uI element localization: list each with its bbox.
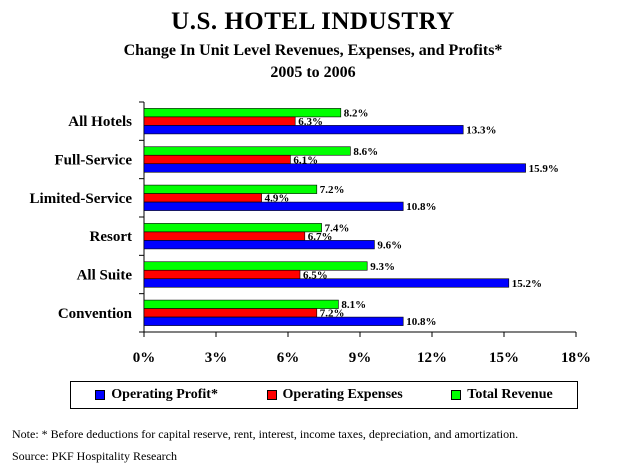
legend-label-operating-expenses: Operating Expenses — [282, 387, 403, 402]
x-tick-label: 15% — [489, 350, 519, 366]
category-label-limited-service: Limited-Service — [30, 191, 133, 207]
legend-item-operating-profit: Operating Profit* — [95, 387, 218, 403]
data-label-resort-operating-profit: 9.6% — [377, 239, 402, 251]
bar-all-suite-total-revenue — [143, 261, 368, 271]
legend-swatch-operating-profit — [95, 390, 106, 400]
legend-label-total-revenue: Total Revenue — [467, 387, 553, 402]
x-tick-label: 12% — [417, 350, 447, 366]
bar-chart: 0% 3% 6% 9% 12% 15% 18% All Hotels 8.2% 6.3% 13.3%… — [30, 101, 591, 366]
x-tick-label: 0% — [133, 350, 156, 366]
legend-item-total-revenue: Total Revenue — [451, 387, 553, 403]
bar-limited-service-operating-expenses — [143, 193, 262, 203]
bar-resort-operating-expenses — [143, 231, 306, 241]
data-label-full-service-operating-expenses: 6.1% — [293, 154, 318, 166]
bar-resort-total-revenue — [143, 223, 322, 233]
data-label-convention-operating-profit: 10.8% — [406, 316, 436, 328]
category-label-full-service: Full-Service — [55, 153, 133, 169]
x-tick-label: 3% — [205, 350, 228, 366]
bar-all-hotels-operating-expenses — [143, 116, 296, 126]
data-label-all-suite-operating-profit: 15.2% — [512, 278, 542, 290]
data-label-convention-total-revenue: 8.1% — [341, 299, 366, 311]
bar-convention-operating-expenses — [143, 308, 318, 318]
data-label-all-hotels-total-revenue: 8.2% — [344, 107, 369, 119]
data-label-resort-total-revenue: 7.4% — [325, 222, 350, 234]
chart-period: 2005 to 2006 — [270, 64, 356, 81]
data-label-convention-operating-expenses: 7.2% — [320, 308, 345, 320]
source-note: Source: PKF Hospitality Research — [12, 449, 177, 463]
data-label-all-hotels-operating-profit: 13.3% — [466, 124, 496, 136]
bar-all-suite-operating-expenses — [143, 269, 301, 280]
data-label-full-service-total-revenue: 8.6% — [353, 146, 378, 158]
chart-title: U.S. HOTEL INDUSTRY — [171, 8, 455, 35]
bar-resort-operating-profit — [143, 240, 375, 250]
data-label-limited-service-total-revenue: 7.2% — [320, 184, 345, 196]
legend-label-operating-profit: Operating Profit* — [111, 387, 218, 402]
category-label-all-hotels: All Hotels — [68, 114, 132, 130]
chart-subtitle: Change In Unit Level Revenues, Expenses,… — [123, 42, 503, 59]
data-label-all-hotels-operating-expenses: 6.3% — [298, 116, 323, 128]
x-tick-label: 18% — [561, 350, 591, 366]
x-tick-label: 6% — [277, 350, 300, 366]
category-label-all-suite: All Suite — [77, 268, 133, 284]
data-label-limited-service-operating-expenses: 4.9% — [265, 193, 290, 205]
footnote: Note: * Before deductions for capital re… — [12, 427, 519, 441]
category-label-resort: Resort — [90, 229, 132, 245]
bar-convention-total-revenue — [143, 299, 339, 309]
data-label-limited-service-operating-profit: 10.8% — [406, 201, 436, 213]
bar-full-service-operating-profit — [143, 163, 526, 173]
bar-limited-service-total-revenue — [143, 184, 318, 194]
data-label-full-service-operating-profit: 15.9% — [529, 163, 559, 175]
x-tick-label: 9% — [349, 350, 372, 366]
data-label-resort-operating-expenses: 6.7% — [308, 231, 333, 243]
chart-legend: Operating Profit* Operating Expenses Tot… — [70, 381, 578, 409]
legend-swatch-total-revenue — [451, 390, 462, 400]
legend-item-operating-expenses: Operating Expenses — [266, 387, 403, 403]
category-label-convention: Convention — [58, 306, 133, 322]
bar-convention-operating-profit — [143, 316, 404, 326]
bar-limited-service-operating-profit — [143, 201, 404, 211]
data-label-all-suite-total-revenue: 9.3% — [370, 261, 395, 273]
legend-swatch-operating-expenses — [266, 390, 277, 400]
bar-all-suite-operating-profit — [143, 278, 510, 288]
bar-all-hotels-operating-profit — [143, 125, 464, 135]
bar-full-service-total-revenue — [143, 146, 351, 156]
bar-full-service-operating-expenses — [143, 154, 291, 165]
data-label-all-suite-operating-expenses: 6.5% — [303, 269, 328, 281]
